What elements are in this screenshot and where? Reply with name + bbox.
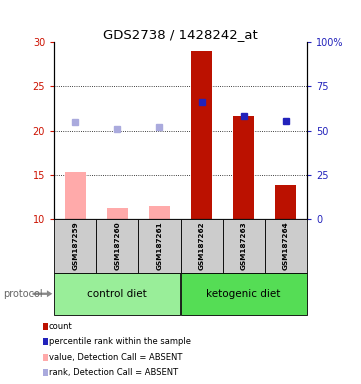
Bar [65,172,86,219]
Bar [54,219,96,273]
Text: GSM187264: GSM187264 [283,222,289,270]
Text: GSM187260: GSM187260 [114,222,120,270]
Bar [223,219,265,273]
Bar [233,116,254,219]
Text: protocol: protocol [4,289,43,299]
Bar [138,219,180,273]
Text: GSM187262: GSM187262 [199,222,205,270]
Text: count: count [48,322,72,331]
Bar [180,219,223,273]
Bar [54,273,180,315]
Bar [265,219,307,273]
Title: GDS2738 / 1428242_at: GDS2738 / 1428242_at [103,28,258,41]
Bar [275,185,296,219]
Text: percentile rank within the sample: percentile rank within the sample [48,337,191,346]
Text: GSM187261: GSM187261 [156,222,162,270]
Bar [180,273,307,315]
Text: GSM187259: GSM187259 [72,222,78,270]
Text: ketogenic diet: ketogenic diet [206,289,281,299]
Bar [96,219,138,273]
Bar [191,51,212,219]
Text: GSM187263: GSM187263 [241,222,247,270]
Bar [149,206,170,219]
Bar [107,208,128,219]
Text: value, Detection Call = ABSENT: value, Detection Call = ABSENT [48,353,182,362]
Text: control diet: control diet [87,289,147,299]
Text: rank, Detection Call = ABSENT: rank, Detection Call = ABSENT [48,368,178,377]
